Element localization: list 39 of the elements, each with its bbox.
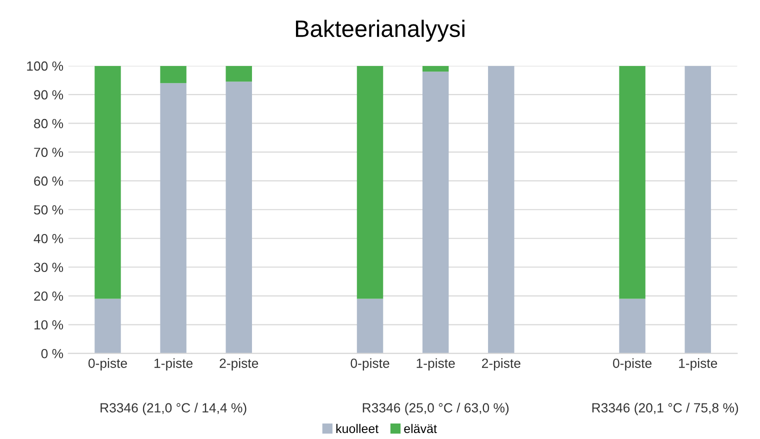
bar [356, 298, 384, 354]
x-tick-label: 2-piste [482, 358, 520, 371]
text: R3346 (21,0 °C / 14,4 %) [100, 402, 246, 416]
y-tick-label: 50 % [34, 205, 64, 215]
y-tick-label: 0 % [41, 348, 64, 358]
x-tick-label: 1-piste [679, 358, 718, 371]
bar [94, 66, 121, 299]
y-tick-label: 60 % [34, 176, 64, 186]
x-tick-label: 0-piste [350, 358, 390, 371]
y-tick-label: 90 % [34, 90, 64, 100]
bar [422, 72, 449, 354]
y-tick-label: 70 % [34, 148, 64, 158]
bar [160, 66, 186, 84]
legend-label: kuolleet [336, 424, 379, 434]
y-tick-label: 40 % [34, 234, 64, 244]
legend-label: elävät [404, 424, 437, 434]
bar [422, 66, 449, 72]
y-tick-label: 100 % [27, 61, 64, 71]
x-tick-label: 1-piste [154, 358, 193, 371]
x-tick-label: 1-piste [416, 358, 455, 371]
bar [94, 298, 121, 354]
y-tick-label: 80 % [34, 118, 64, 128]
bar [619, 66, 646, 299]
text: R3346 (20,1 °C / 75,8 %) [592, 402, 738, 416]
x-tick-label: 2-piste [220, 358, 258, 371]
bar [356, 66, 384, 299]
x-tick-label: 0-piste [88, 358, 127, 371]
y-tick-label: 30 % [34, 262, 64, 272]
bar [684, 66, 711, 354]
bar [619, 298, 646, 354]
text: R3346 (25,0 °C / 63,0 %) [362, 402, 509, 416]
bar [160, 83, 186, 354]
bar [226, 66, 252, 82]
bar [226, 82, 252, 354]
y-tick-label: 20 % [34, 291, 64, 301]
x-tick-label: 0-piste [613, 358, 652, 371]
chart-title: Bakteerianalyysi [296, 20, 464, 42]
y-tick-label: 10 % [34, 320, 64, 330]
bar [488, 66, 514, 354]
